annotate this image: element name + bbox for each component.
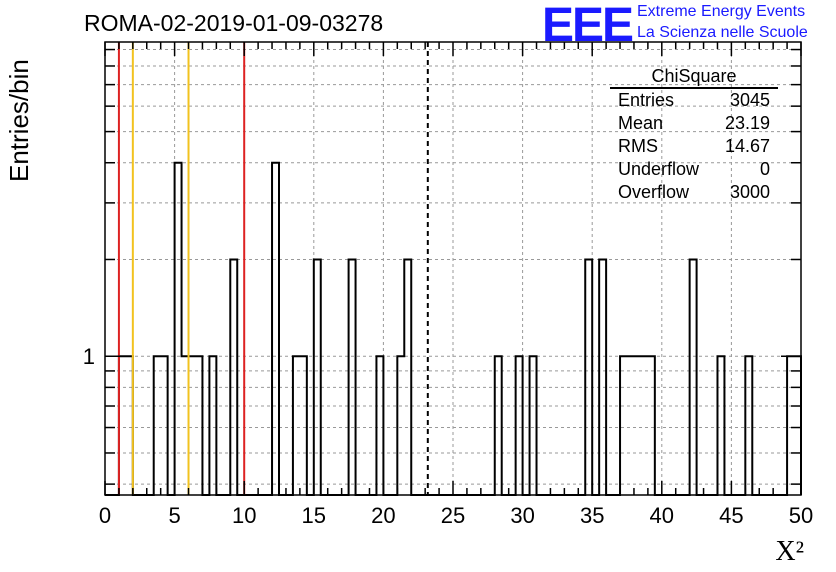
x-axis-label: X² <box>775 536 804 567</box>
stats-label: RMS <box>618 136 658 156</box>
stats-label: Entries <box>618 90 675 110</box>
x-tick-label: 15 <box>302 503 326 528</box>
histogram-bin <box>717 356 724 495</box>
x-tick-label: 45 <box>719 503 743 528</box>
histogram-bin <box>182 356 189 495</box>
histogram-bin <box>627 356 634 495</box>
x-tick-label: 20 <box>371 503 395 528</box>
histogram-bin <box>794 356 801 495</box>
y-axis-label: Entries/bin <box>4 59 34 182</box>
histogram-bin <box>634 356 641 495</box>
stats-row: Mean 23.19 <box>610 113 778 136</box>
histogram-bin <box>745 356 752 495</box>
chart-title: ROMA-02-2019-01-09-03278 <box>84 10 384 36</box>
x-tick-label: 5 <box>168 503 180 528</box>
x-tick-label: 50 <box>789 503 813 528</box>
histogram-bin <box>530 356 537 495</box>
histogram-bin <box>599 259 606 495</box>
histogram-bin <box>161 356 168 495</box>
histogram-bin <box>230 259 237 495</box>
y-tick-label: 1 <box>83 344 95 369</box>
histogram-bin <box>126 356 133 495</box>
histogram-bin <box>495 356 502 495</box>
stats-value: 14.67 <box>724 136 770 156</box>
x-tick-label: 40 <box>650 503 674 528</box>
stats-label: Overflow <box>618 182 690 202</box>
histogram-bin <box>189 356 196 495</box>
x-tick-label: 0 <box>99 503 111 528</box>
histogram-bin <box>293 356 300 495</box>
stats-value: 23.19 <box>724 113 770 133</box>
stats-label: Mean <box>618 113 664 133</box>
histogram-bin <box>195 356 202 495</box>
histogram-bin <box>404 259 411 495</box>
x-tick-label: 35 <box>580 503 604 528</box>
stats-box: ChiSquare Entries 3045 Mean 23.19 RMS 14.67… <box>610 66 778 205</box>
histogram-bin <box>119 356 126 495</box>
stats-value: 3045 <box>729 90 770 110</box>
histogram-bin <box>349 259 356 495</box>
stats-value: 0 <box>759 159 770 179</box>
eee-logo: EEE <box>542 0 634 52</box>
histogram-bin <box>300 356 307 495</box>
histogram-bin <box>585 259 592 495</box>
histogram-bin <box>272 163 279 495</box>
logo-line-2: La Scienza nelle Scuole <box>637 24 808 41</box>
histogram-bin <box>397 356 404 495</box>
histogram-bin <box>175 163 182 495</box>
logo-line-1: Extreme Energy Events <box>637 3 806 20</box>
histogram-bin <box>787 356 794 495</box>
x-tick-label: 10 <box>232 503 256 528</box>
histogram-bin <box>690 259 697 495</box>
histogram-bin <box>641 356 648 495</box>
stats-label: Underflow <box>618 159 700 179</box>
histogram-bin <box>376 356 383 495</box>
histogram-bin <box>154 356 161 495</box>
histogram-bin <box>516 356 523 495</box>
stats-name: ChiSquare <box>610 66 778 89</box>
stats-value: 3000 <box>729 182 770 202</box>
histogram-bin <box>209 356 216 495</box>
x-tick-label: 25 <box>441 503 465 528</box>
stats-row: Overflow 3000 <box>610 182 778 205</box>
histogram-bin <box>314 259 321 495</box>
x-tick-label: 30 <box>510 503 534 528</box>
histogram-bin <box>620 356 627 495</box>
stats-row: RMS 14.67 <box>610 136 778 159</box>
stats-row: Entries 3045 <box>610 90 778 113</box>
stats-row: Underflow 0 <box>610 159 778 182</box>
histogram-bin <box>648 356 655 495</box>
